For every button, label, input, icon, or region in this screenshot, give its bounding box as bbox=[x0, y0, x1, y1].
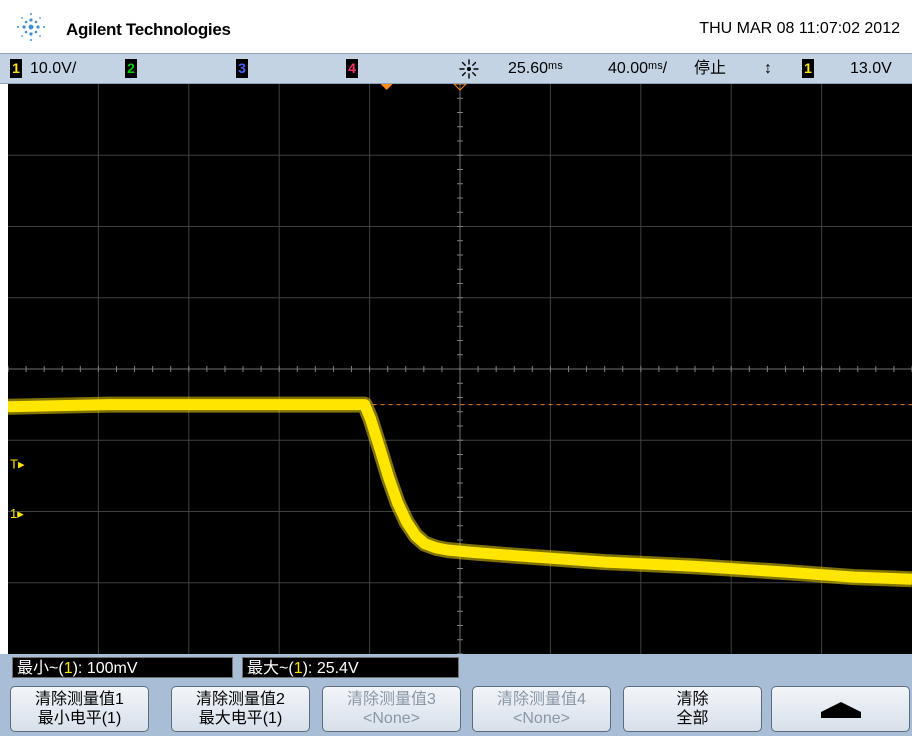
graticule-ticks bbox=[8, 84, 912, 654]
run-state[interactable]: 停止 bbox=[694, 60, 727, 77]
waveform-plot: T▸ 1▸ bbox=[8, 84, 912, 654]
softkey-label: 清除测量值3 bbox=[347, 691, 436, 708]
trigger-level-marker: T▸ bbox=[10, 457, 25, 472]
trigger-sun-icon bbox=[459, 59, 479, 79]
up-arrow-icon-stem bbox=[820, 712, 861, 718]
softkey-label: 清除测量值2 bbox=[196, 691, 285, 708]
up-arrow-icon bbox=[820, 702, 861, 712]
trigger-position-marker bbox=[380, 84, 393, 90]
softkey-bar: 清除测量值1 最小电平(1) 清除测量值2 最大电平(1) 清除测量值3 <No… bbox=[0, 682, 912, 736]
softkey-sublabel: 最小电平(1) bbox=[37, 710, 122, 727]
softkey-label: 清除测量值1 bbox=[35, 691, 124, 708]
min-value: ): 100mV bbox=[72, 660, 138, 677]
header: Agilent Technologies THU MAR 08 11:07:02… bbox=[0, 0, 912, 53]
ch1-ground-marker: 1▸ bbox=[10, 506, 24, 521]
softkey-sublabel: <None> bbox=[363, 710, 420, 727]
min-measurement[interactable]: 最小~(1): 100mV bbox=[12, 657, 233, 678]
status-bar: 1 10.0V/ 2 3 4 25.60ᵐˢ 40.00ᵐˢ/ 停止 ↕ 1 1… bbox=[0, 53, 912, 84]
softkey-sublabel: <None> bbox=[513, 710, 570, 727]
delay-value[interactable]: 25.60ᵐˢ bbox=[508, 60, 563, 77]
min-label: 最小~( bbox=[17, 660, 64, 677]
waveform-display[interactable]: T▸ 1▸ bbox=[8, 84, 912, 654]
softkey-label: 清除测量值4 bbox=[497, 691, 586, 708]
channel-1-badge[interactable]: 1 bbox=[10, 59, 22, 78]
softkey-sublabel: 最大电平(1) bbox=[198, 710, 283, 727]
date-time: THU MAR 08 11:07:02 2012 bbox=[699, 20, 900, 37]
clear-meas-2-button[interactable]: 清除测量值2 最大电平(1) bbox=[171, 686, 310, 732]
max-measurement[interactable]: 最大~(1): 25.4V bbox=[242, 657, 459, 678]
channel-2-badge[interactable]: 2 bbox=[125, 59, 137, 78]
delay-reference-marker bbox=[453, 84, 467, 91]
softkey-label: 清除 bbox=[676, 691, 709, 708]
ch1-scale[interactable]: 10.0V/ bbox=[30, 60, 77, 77]
menu-up-button[interactable] bbox=[771, 686, 910, 732]
clear-meas-1-button[interactable]: 清除测量值1 最小电平(1) bbox=[10, 686, 149, 732]
channel-3-badge[interactable]: 3 bbox=[236, 59, 248, 78]
measurement-bar: 最小~(1): 100mV 最大~(1): 25.4V bbox=[0, 654, 912, 682]
softkey-sublabel: 全部 bbox=[676, 710, 709, 727]
agilent-spark-icon bbox=[17, 13, 45, 41]
max-label: 最大~( bbox=[247, 660, 294, 677]
min-channel: 1 bbox=[63, 660, 73, 677]
trigger-source-badge[interactable]: 1 bbox=[802, 59, 814, 78]
trigger-edge-icon: ↕ bbox=[764, 60, 772, 77]
max-channel: 1 bbox=[293, 660, 303, 677]
trigger-level[interactable]: 13.0V bbox=[850, 60, 892, 77]
channel-4-badge[interactable]: 4 bbox=[346, 59, 358, 78]
timebase-value[interactable]: 40.00ᵐˢ/ bbox=[608, 60, 668, 77]
clear-all-button[interactable]: 清除 全部 bbox=[623, 686, 762, 732]
max-value: ): 25.4V bbox=[302, 660, 359, 677]
clear-meas-3-button[interactable]: 清除测量值3 <None> bbox=[322, 686, 461, 732]
brand-name: Agilent Technologies bbox=[66, 20, 231, 39]
clear-meas-4-button[interactable]: 清除测量值4 <None> bbox=[472, 686, 611, 732]
ch1-trace bbox=[8, 399, 912, 585]
